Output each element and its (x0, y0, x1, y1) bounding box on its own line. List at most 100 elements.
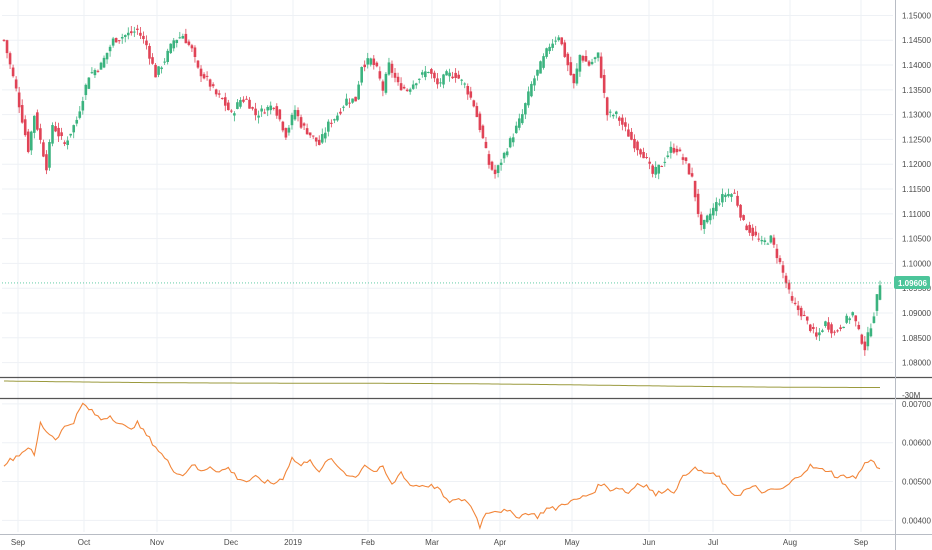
candle-body[interactable] (387, 62, 391, 75)
candle-body[interactable] (878, 285, 882, 300)
candle-body[interactable] (721, 194, 724, 203)
candle-body[interactable] (436, 78, 439, 85)
candle-body[interactable] (736, 195, 739, 206)
candle-body[interactable] (54, 126, 57, 132)
candle-body[interactable] (593, 57, 597, 60)
candle-body[interactable] (284, 128, 288, 138)
candle-body[interactable] (193, 47, 197, 58)
candle-body[interactable] (517, 118, 521, 128)
candle-body[interactable] (457, 74, 460, 79)
candle-body[interactable] (872, 316, 876, 323)
candle-body[interactable] (718, 203, 721, 205)
candle-body[interactable] (508, 138, 512, 148)
candle-body[interactable] (154, 64, 157, 78)
candle-body[interactable] (11, 67, 15, 77)
candle-body[interactable] (760, 240, 764, 242)
candle-body[interactable] (624, 122, 627, 127)
candle-body[interactable] (563, 42, 567, 57)
candle-body[interactable] (445, 71, 448, 76)
candle-body[interactable] (281, 121, 285, 131)
candle-body[interactable] (239, 100, 242, 107)
candle-body[interactable] (166, 50, 169, 62)
candle-body[interactable] (802, 314, 806, 317)
candle-body[interactable] (511, 137, 515, 143)
candle-body[interactable] (254, 108, 257, 116)
candle-body[interactable] (402, 86, 406, 89)
candle-body[interactable] (836, 330, 839, 332)
candle-body[interactable] (521, 114, 524, 124)
candle-body[interactable] (727, 193, 730, 197)
candle-body[interactable] (208, 79, 212, 87)
candle-body[interactable] (293, 109, 297, 120)
candle-body[interactable] (808, 324, 812, 331)
candle-body[interactable] (536, 69, 539, 76)
candle-body[interactable] (608, 111, 612, 113)
candle-body[interactable] (36, 112, 39, 130)
candle-body[interactable] (681, 157, 685, 160)
candle-body[interactable] (130, 31, 133, 34)
candle-body[interactable] (399, 83, 403, 91)
candle-body[interactable] (590, 61, 594, 65)
candle-body[interactable] (696, 193, 700, 214)
candle-body[interactable] (857, 324, 861, 330)
candle-body[interactable] (269, 105, 273, 111)
candle-body[interactable] (311, 135, 315, 137)
candle-body[interactable] (151, 57, 154, 64)
candle-body[interactable] (320, 134, 324, 143)
candle-body[interactable] (357, 84, 360, 100)
candle-body[interactable] (330, 122, 333, 124)
candle-body[interactable] (748, 224, 751, 233)
candle-body[interactable] (81, 101, 85, 111)
candles[interactable] (2, 24, 882, 356)
candle-body[interactable] (484, 141, 488, 149)
candle-body[interactable] (699, 214, 703, 226)
candle-body[interactable] (157, 66, 160, 75)
candle-body[interactable] (108, 46, 112, 52)
candle-body[interactable] (715, 202, 718, 212)
candle-body[interactable] (427, 71, 430, 73)
candle-body[interactable] (851, 312, 855, 316)
candle-body[interactable] (833, 331, 836, 333)
candle-body[interactable] (642, 151, 645, 159)
candle-body[interactable] (336, 115, 339, 121)
candle-body[interactable] (533, 78, 536, 86)
candle-body[interactable] (23, 119, 27, 136)
candle-body[interactable] (5, 40, 9, 54)
candle-body[interactable] (87, 77, 91, 89)
candle-body[interactable] (414, 83, 418, 86)
candle-body[interactable] (442, 74, 445, 85)
candle-body[interactable] (117, 40, 121, 42)
candle-body[interactable] (584, 56, 588, 62)
candle-body[interactable] (478, 113, 482, 131)
candle-body[interactable] (236, 102, 239, 109)
candle-body[interactable] (69, 133, 72, 136)
candle-body[interactable] (805, 316, 809, 321)
candle-body[interactable] (575, 68, 579, 84)
candle-body[interactable] (430, 69, 433, 74)
candle-body[interactable] (369, 58, 373, 65)
candle-body[interactable] (275, 106, 279, 116)
candle-body[interactable] (787, 282, 791, 290)
candle-body[interactable] (14, 79, 18, 89)
candle-body[interactable] (102, 57, 106, 68)
candle-body[interactable] (605, 97, 609, 116)
candle-body[interactable] (114, 37, 118, 43)
candle-body[interactable] (17, 92, 21, 108)
candle-body[interactable] (105, 52, 109, 60)
candle-body[interactable] (372, 58, 376, 65)
candle-body[interactable] (602, 75, 606, 93)
candle-body[interactable] (305, 128, 309, 135)
candle-body[interactable] (290, 114, 294, 126)
candle-body[interactable] (72, 125, 76, 133)
candle-body[interactable] (672, 147, 676, 153)
candle-body[interactable] (566, 53, 570, 66)
candle-body[interactable] (324, 132, 327, 139)
candle-body[interactable] (581, 56, 585, 61)
candle-body[interactable] (472, 100, 476, 107)
candle-body[interactable] (163, 61, 166, 63)
candle-body[interactable] (26, 131, 30, 152)
candle-body[interactable] (618, 117, 621, 121)
candle-body[interactable] (420, 72, 424, 75)
candle-body[interactable] (799, 307, 803, 317)
candle-body[interactable] (196, 60, 200, 68)
